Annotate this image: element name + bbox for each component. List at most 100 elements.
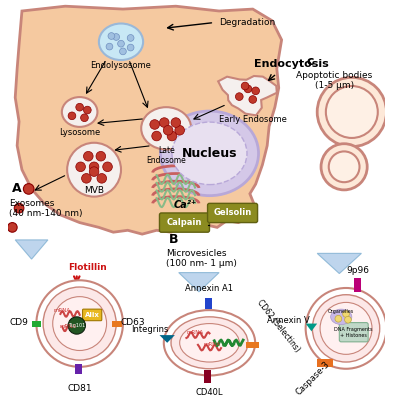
Circle shape	[119, 48, 126, 55]
FancyBboxPatch shape	[339, 323, 368, 342]
Text: 9p96: 9p96	[346, 266, 369, 275]
Bar	[354, 278, 362, 292]
Circle shape	[317, 77, 386, 147]
Text: Caspase-3: Caspase-3	[294, 360, 331, 397]
Circle shape	[127, 44, 134, 51]
Circle shape	[320, 302, 372, 354]
Ellipse shape	[141, 107, 191, 150]
Polygon shape	[15, 6, 282, 234]
Text: Lysosome: Lysosome	[59, 128, 100, 137]
Text: Gelsolin: Gelsolin	[213, 208, 252, 218]
Circle shape	[150, 120, 160, 129]
Ellipse shape	[164, 310, 255, 376]
Text: Microvesicles
(100 nm- 1 μm): Microvesicles (100 nm- 1 μm)	[166, 248, 237, 268]
Text: Degradation: Degradation	[219, 18, 275, 27]
Text: Apoptotic bodies
(1-5 μm): Apoptotic bodies (1-5 μm)	[296, 71, 373, 90]
Circle shape	[345, 316, 351, 323]
Circle shape	[103, 162, 112, 172]
Circle shape	[171, 118, 181, 127]
Circle shape	[167, 131, 177, 141]
Bar	[75, 364, 82, 374]
Circle shape	[89, 167, 99, 176]
Polygon shape	[317, 253, 362, 274]
FancyBboxPatch shape	[208, 203, 257, 222]
Ellipse shape	[99, 24, 143, 60]
Circle shape	[244, 85, 252, 93]
Text: CD81: CD81	[67, 384, 92, 392]
Circle shape	[306, 288, 386, 369]
Circle shape	[163, 126, 173, 135]
Circle shape	[252, 87, 259, 95]
Circle shape	[7, 222, 17, 232]
Circle shape	[24, 184, 34, 194]
Circle shape	[83, 152, 93, 161]
Text: Annexin V: Annexin V	[267, 316, 310, 325]
Text: Late
Endosome: Late Endosome	[146, 146, 186, 165]
Text: Calpain: Calpain	[167, 218, 202, 227]
Circle shape	[343, 310, 349, 317]
Circle shape	[326, 86, 378, 138]
Circle shape	[113, 34, 119, 40]
Circle shape	[321, 144, 367, 190]
Circle shape	[335, 315, 342, 322]
Text: DNA Fragments
+ Histones: DNA Fragments + Histones	[334, 327, 373, 338]
Polygon shape	[306, 324, 317, 331]
Bar	[246, 342, 259, 348]
Ellipse shape	[331, 309, 352, 324]
Circle shape	[14, 203, 24, 213]
Text: Flotillin: Flotillin	[68, 263, 107, 272]
Circle shape	[82, 174, 91, 183]
Text: mRNA: mRNA	[204, 342, 221, 347]
Circle shape	[152, 131, 162, 141]
Ellipse shape	[171, 317, 248, 369]
Circle shape	[76, 162, 85, 172]
Text: CD40L: CD40L	[196, 388, 223, 397]
Text: CD63: CD63	[120, 318, 145, 327]
Text: Early Endosome: Early Endosome	[219, 115, 287, 124]
Polygon shape	[160, 335, 175, 343]
Text: B: B	[169, 233, 178, 246]
Circle shape	[53, 297, 107, 350]
Text: Endocytosis: Endocytosis	[254, 59, 329, 69]
Text: CD62 (Selectins): CD62 (Selectins)	[255, 298, 302, 353]
Circle shape	[329, 152, 360, 182]
Polygon shape	[179, 272, 219, 292]
Circle shape	[67, 143, 121, 197]
Circle shape	[97, 174, 107, 183]
Bar	[317, 359, 332, 367]
Text: Ca²⁺: Ca²⁺	[174, 200, 197, 210]
Text: c: c	[307, 54, 314, 68]
Circle shape	[68, 317, 85, 334]
Circle shape	[68, 112, 76, 120]
Bar	[205, 298, 212, 309]
Circle shape	[37, 280, 123, 367]
Text: Integrins: Integrins	[131, 325, 169, 334]
Circle shape	[43, 287, 116, 360]
Text: mRNA: mRNA	[60, 324, 77, 329]
Text: Endolysosome: Endolysosome	[90, 61, 151, 70]
Bar	[204, 370, 211, 383]
Text: CD9: CD9	[9, 318, 29, 327]
FancyBboxPatch shape	[160, 213, 209, 232]
Text: Tsg101: Tsg101	[68, 323, 85, 328]
Circle shape	[108, 33, 115, 39]
Ellipse shape	[160, 111, 259, 196]
Text: Nucleus: Nucleus	[182, 147, 237, 160]
Circle shape	[249, 96, 257, 103]
Circle shape	[118, 40, 124, 47]
Circle shape	[175, 126, 184, 135]
Polygon shape	[218, 76, 277, 115]
Ellipse shape	[62, 97, 97, 127]
Circle shape	[96, 152, 106, 161]
Bar	[31, 321, 41, 328]
Circle shape	[241, 82, 249, 90]
Text: A: A	[12, 182, 22, 196]
Circle shape	[81, 114, 88, 122]
Ellipse shape	[172, 122, 247, 184]
Ellipse shape	[180, 324, 239, 362]
Circle shape	[106, 43, 113, 50]
Circle shape	[160, 118, 169, 127]
Text: Annexin A1: Annexin A1	[185, 284, 233, 294]
Circle shape	[127, 34, 134, 41]
Text: Alix: Alix	[85, 312, 99, 318]
